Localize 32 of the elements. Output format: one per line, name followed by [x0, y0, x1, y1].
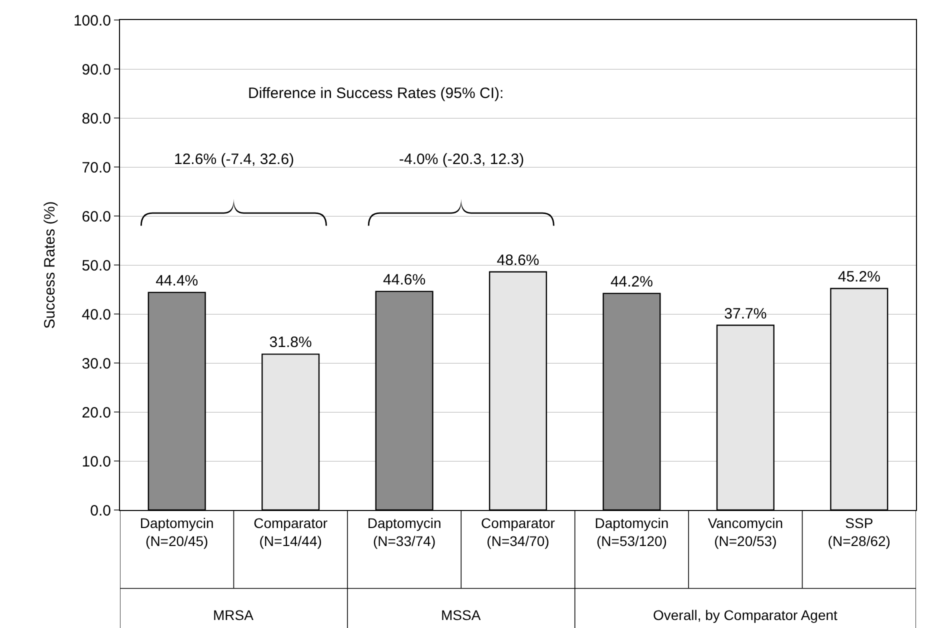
x-tick-label: SSP (N=28/62) — [828, 514, 890, 549]
annotation: 12.6% (-7.4, 32.6) — [174, 151, 294, 168]
y-tick-label: 10.0 — [82, 453, 111, 470]
y-tick-label: 40.0 — [82, 306, 111, 324]
y-tick-label: 60.0 — [82, 208, 111, 226]
y-tick-label: 20.0 — [82, 404, 111, 422]
x-tick-label: Daptomycin (N=33/74) — [367, 514, 442, 549]
y-tick-label: 50.0 — [82, 257, 111, 274]
data-label: 44.6% — [383, 271, 426, 288]
data-label: 44.2% — [610, 273, 653, 290]
x-tick-label: Comparator (N=34/70) — [481, 514, 556, 549]
x-tick-label: Daptomycin (N=53/120) — [594, 514, 669, 549]
data-label: 48.6% — [496, 252, 540, 269]
x-tick-label: Vancomycin (N=20/53) — [708, 514, 784, 549]
annotation: Difference in Success Rates (95% CI): — [248, 85, 504, 102]
text: MRSA — [213, 607, 254, 623]
y-axis-title: Success Rates (%) — [42, 201, 59, 329]
y-tick-label: 100.0 — [73, 12, 111, 30]
text: MSSA — [441, 607, 482, 623]
x-tick-label: Comparator (N=14/44) — [254, 514, 328, 549]
annotation: -4.0% (-20.3, 12.3) — [399, 151, 524, 168]
data-label: 44.4% — [156, 272, 198, 290]
data-label: 45.2% — [838, 268, 880, 286]
data-label: 37.7% — [724, 305, 767, 322]
y-tick-label: 80.0 — [82, 110, 111, 128]
y-tick-label: 70.0 — [82, 159, 111, 176]
y-tick-label: 30.0 — [82, 355, 111, 372]
x-tick-label: Daptomycin (N=20/45) — [140, 514, 214, 549]
y-tick-label: 90.0 — [82, 61, 111, 78]
text: Overall, by Comparator Agent — [653, 607, 838, 623]
data-label: 31.8% — [269, 334, 312, 352]
y-tick-label: 0.0 — [90, 502, 111, 520]
